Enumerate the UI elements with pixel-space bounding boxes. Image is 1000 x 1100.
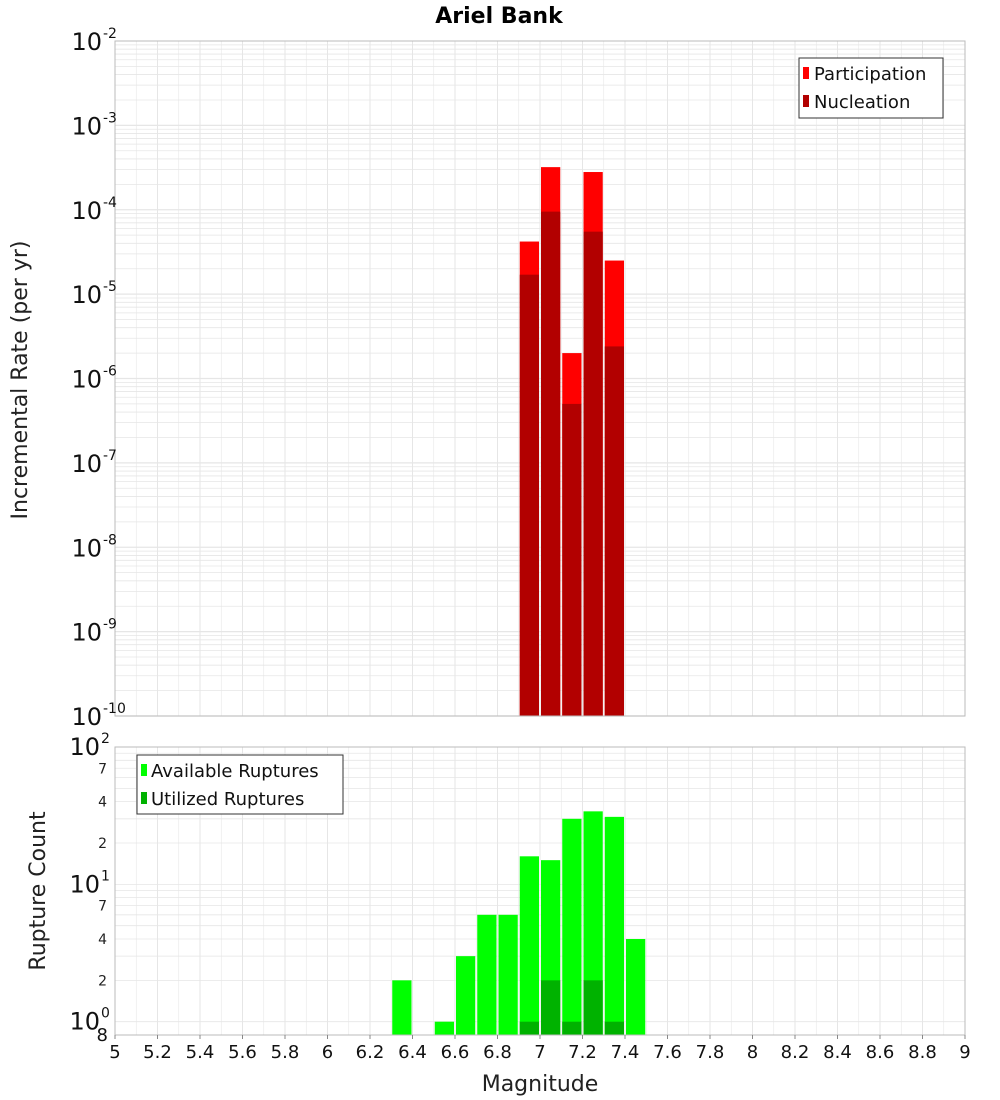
bar-available [583,811,603,1035]
top-y-tick-label: 10 [71,450,102,478]
legend-swatch-utilized [141,792,147,804]
bottom-bars [392,811,646,1035]
top-y-tick-label: 10 [71,534,102,562]
legend-swatch-participation [803,67,809,79]
top-bars [519,167,624,717]
x-tick-label: 6.6 [441,1042,470,1063]
top-y-tick-exponent: -9 [103,617,117,633]
top-y-tick-label: 10 [71,28,102,56]
bar-available [498,914,518,1035]
bar-available [519,856,539,1035]
bar-nucleation [541,211,561,716]
bottom-y-minor-tick-label: 2 [98,836,107,852]
bar-available [626,939,646,1035]
x-tick-label: 8.2 [781,1042,810,1063]
top-grid [115,41,965,717]
top-legend: Participation Nucleation [798,57,944,119]
x-tick-label: 8.8 [908,1042,937,1063]
bottom-y-minor-tick-label: 7 [98,761,107,777]
legend-label-participation: Participation [814,64,926,85]
x-ticks: 5 5.2 5.4 5.6 5.8 6 6.2 6.4 6.6 6.8 7 7.2 7.4 7.6 7.8 8… [109,1035,971,1063]
top-y-tick-exponent: -10 [103,701,126,717]
x-tick-label: 5.6 [228,1042,257,1063]
x-tick-label: 5.2 [143,1042,172,1063]
legend-swatch-available [141,764,147,776]
x-tick-label: 9 [959,1042,970,1063]
bottom-y-tick-exponent: 0 [101,1006,110,1022]
bottom-y-minor-tick-label: 4 [98,795,107,811]
bar-available [456,956,476,1035]
top-y-tick-label: 10 [71,281,102,309]
x-tick-label: 7.4 [611,1042,640,1063]
bar-nucleation [604,346,624,716]
x-tick-label: 5.8 [271,1042,300,1063]
top-y-tick-label: 10 [71,197,102,225]
bottom-y-axis-label: Rupture Count [26,811,51,971]
legend-swatch-nucleation [803,95,809,107]
bar-utilized [541,980,561,1035]
bottom-y-tick-label-min: 8 [97,1025,108,1046]
bottom-legend-box [136,754,344,815]
chart-title: Ariel Bank [435,4,564,29]
bottom-y-tick-exponent: 2 [101,731,110,747]
bar-nucleation [519,274,539,716]
bottom-y-tick-label: 10 [69,870,100,898]
bottom-legend: Available Ruptures Utilized Ruptures [136,754,344,815]
x-axis-label: Magnitude [482,1072,599,1097]
x-tick-label: 7.8 [696,1042,725,1063]
bottom-y-minor-tick-label: 7 [98,899,107,915]
x-tick-label: 6 [322,1042,333,1063]
top-legend-box [798,57,944,119]
bar-nucleation [562,403,582,716]
x-tick-label: 6.2 [356,1042,385,1063]
x-tick-label: 7.6 [653,1042,682,1063]
top-y-axis-label: Incremental Rate (per yr) [8,241,33,520]
bottom-y-minor-tick-label: 2 [98,973,107,989]
x-tick-label: 6.4 [398,1042,427,1063]
x-tick-label: 7.2 [568,1042,597,1063]
bottom-y-tick-label: 10 [69,733,100,761]
top-y-tick-exponent: -4 [103,195,117,211]
top-y-tick-label: 10 [71,366,102,394]
bar-utilized [519,1021,539,1035]
bar-utilized [562,1021,582,1035]
bar-available [604,816,624,1035]
x-tick-label: 7 [534,1042,545,1063]
bar-available [392,980,412,1035]
bar-available [477,914,497,1035]
bar-nucleation [583,231,603,716]
top-plot-frame [114,40,966,717]
top-y-tick-exponent: -5 [103,279,117,295]
x-tick-label: 5 [109,1042,120,1063]
top-y-tick-label: 10 [71,112,102,140]
x-tick-label: 6.8 [483,1042,512,1063]
bar-available [434,1021,454,1035]
top-y-tick-label: 10 [71,619,102,647]
top-y-tick-exponent: -7 [103,448,117,464]
top-y-tick-exponent: -8 [103,532,117,548]
bar-available [562,818,582,1035]
top-y-tick-exponent: -2 [103,26,117,42]
x-tick-label: 8 [747,1042,758,1063]
top-y-tick-exponent: -3 [103,110,117,126]
legend-label-nucleation: Nucleation [814,92,910,113]
bar-utilized [604,1021,624,1035]
legend-label-available: Available Ruptures [151,761,319,782]
bottom-y-minor-tick-label: 4 [98,932,107,948]
legend-label-utilized: Utilized Ruptures [151,789,304,810]
top-y-tick-label: 10 [71,703,102,731]
x-tick-label: 8.4 [823,1042,852,1063]
bottom-y-tick-label: 10 [69,1008,100,1036]
bottom-y-tick-exponent: 1 [101,868,110,884]
bar-utilized [583,980,603,1035]
x-tick-label: 8.6 [866,1042,895,1063]
x-tick-label: 5.4 [186,1042,215,1063]
top-y-tick-exponent: -6 [103,364,117,380]
